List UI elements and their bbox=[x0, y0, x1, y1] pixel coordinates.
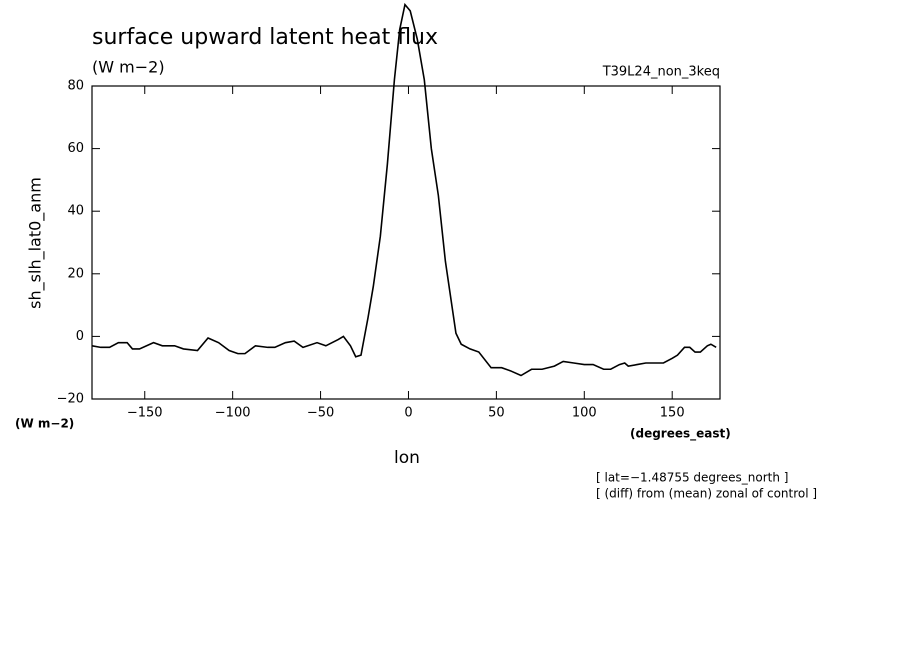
x-tick-label: 0 bbox=[404, 406, 412, 421]
y-tick-label: 40 bbox=[67, 204, 84, 219]
note: [ lat=−1.48755 degrees_north ] bbox=[596, 471, 788, 485]
x-tick-label: −100 bbox=[215, 406, 251, 421]
data-line bbox=[91, 2, 717, 377]
x-tick-label: 100 bbox=[572, 406, 597, 421]
y-tick-label: 80 bbox=[67, 79, 84, 94]
x-tick-label: 150 bbox=[660, 406, 685, 421]
x-tick-label: −150 bbox=[127, 406, 163, 421]
run-label: T39L24_non_3keq bbox=[602, 65, 720, 80]
x-axis-label: lon bbox=[394, 448, 420, 468]
y-tick-label: 20 bbox=[67, 266, 84, 281]
plot-frame bbox=[91, 85, 721, 400]
x-units-label: (degrees_east) bbox=[630, 427, 731, 442]
x-tick-label: −50 bbox=[307, 406, 334, 421]
y-axis-label: sh_slh_lat0_anm bbox=[26, 177, 46, 309]
y-tick-label: 0 bbox=[76, 329, 84, 344]
y-tick-label: −20 bbox=[57, 392, 84, 407]
x-tick-label: 50 bbox=[488, 406, 505, 421]
note: [ (diff) from (mean) zonal of control ] bbox=[596, 487, 817, 501]
chart-title: surface upward latent heat flux bbox=[92, 25, 438, 50]
units-label: (W m−2) bbox=[92, 58, 165, 77]
y-units-label: (W m−2) bbox=[15, 417, 74, 431]
y-tick-label: 60 bbox=[67, 141, 84, 156]
